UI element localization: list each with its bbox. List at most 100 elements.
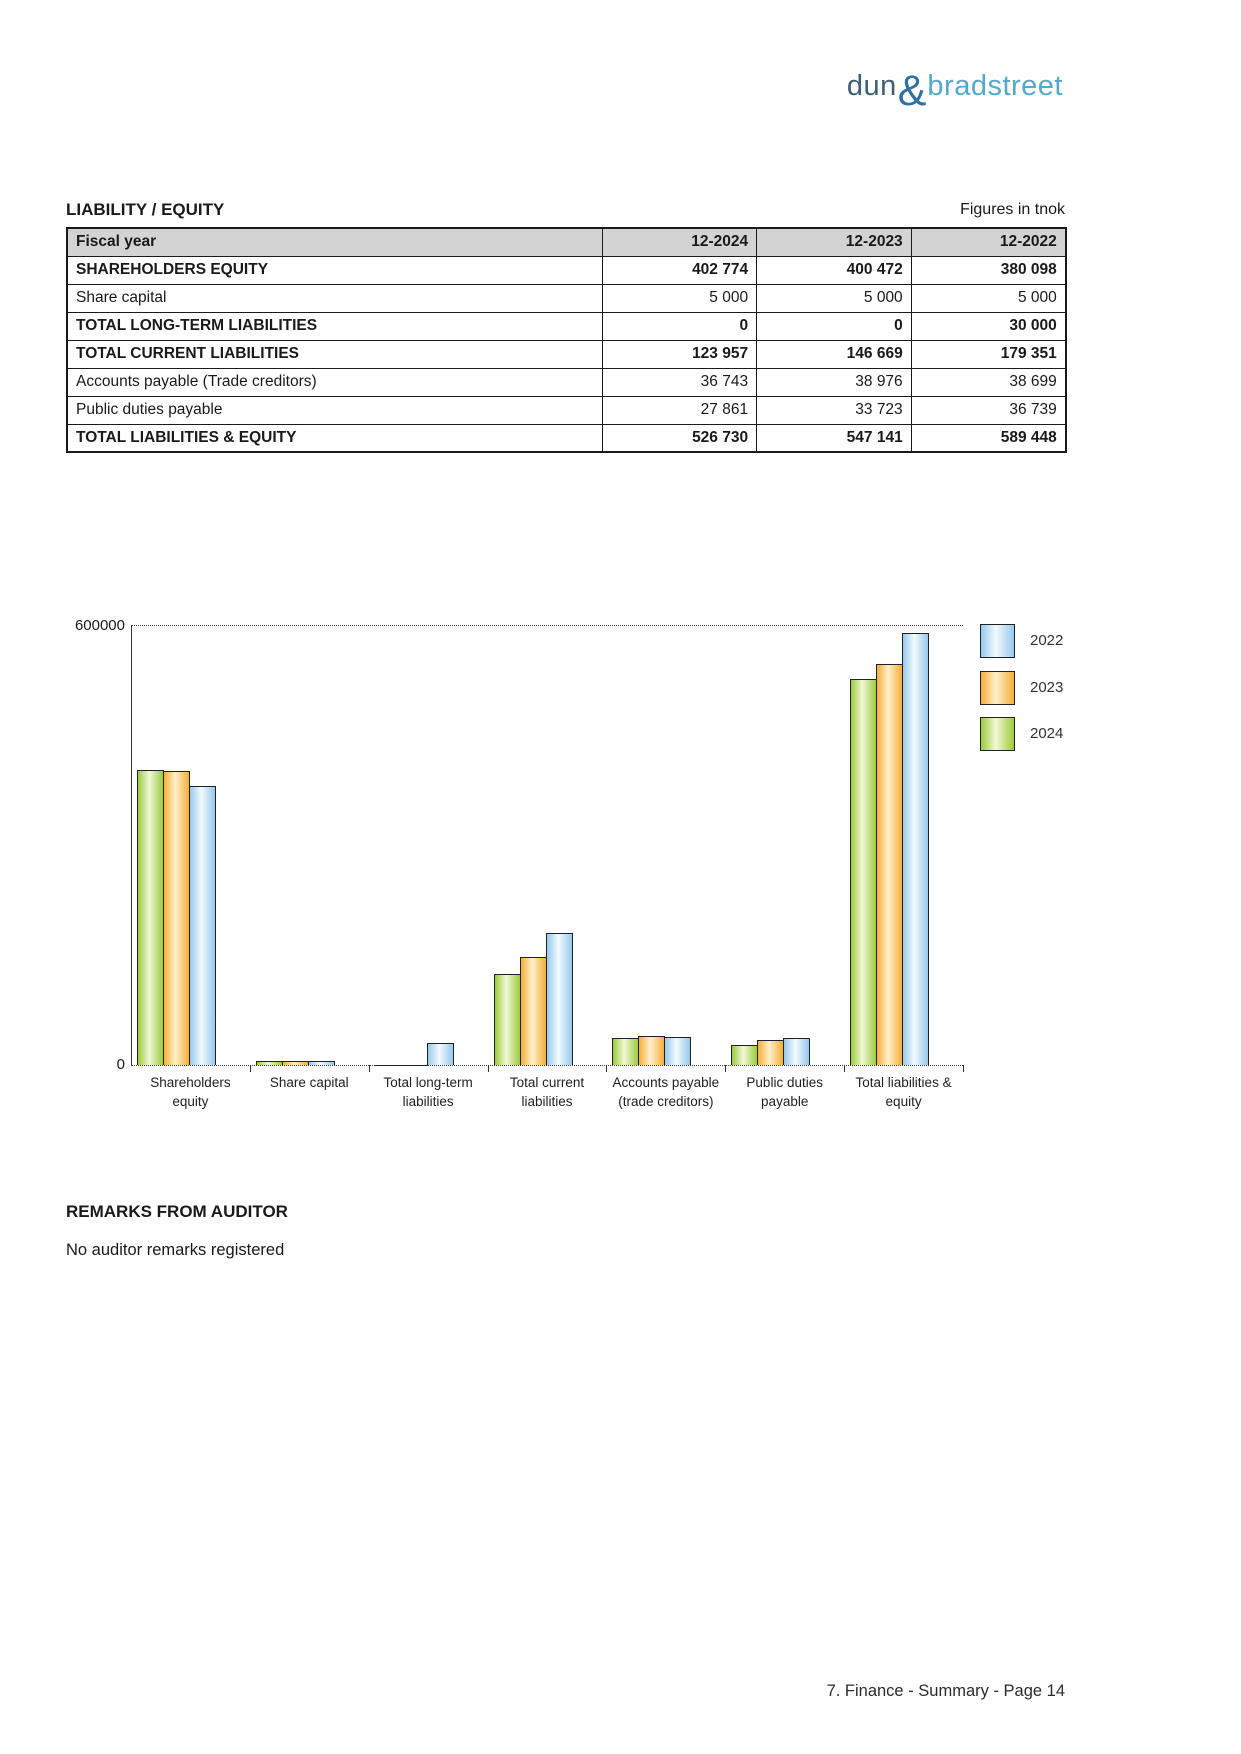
row-label: TOTAL LONG-TERM LIABILITIES — [66, 311, 603, 341]
category-label: Total liabilities & equity — [829, 1073, 979, 1111]
finance-table-body: SHAREHOLDERS EQUITY 402 774 400 472 380 098… — [66, 255, 1067, 453]
table-header-year: 12-2022 — [910, 227, 1067, 257]
row-value: 400 472 — [756, 255, 912, 285]
category-label: Accounts payable (trade creditors) — [591, 1073, 741, 1111]
bar-2023 — [757, 1040, 785, 1065]
row-value: 27 861 — [601, 395, 758, 425]
bar-2024 — [493, 974, 521, 1065]
row-value: 5 000 — [910, 283, 1067, 313]
x-axis-tick — [963, 1065, 964, 1072]
legend-swatch-2022 — [980, 624, 1015, 658]
category-label: Total current liabilities — [472, 1073, 622, 1111]
row-label: Public duties payable — [66, 395, 603, 425]
category-label-line: Total liabilities & — [855, 1075, 952, 1090]
bar-2023 — [638, 1036, 666, 1065]
row-value: 402 774 — [601, 255, 758, 285]
bar-2022 — [545, 933, 573, 1065]
category-label: Shareholders equity — [115, 1073, 265, 1111]
unit-note: Figures in tnok — [960, 201, 1065, 218]
table-row: TOTAL CURRENT LIABILITIES 123 957 146 669 1… — [66, 339, 1067, 369]
table-header-row: Fiscal year 12-2024 12-2023 12-2022 — [66, 227, 1067, 257]
gridline-600000 — [131, 625, 963, 626]
x-axis-tick — [487, 1065, 489, 1072]
bar-2022 — [426, 1043, 454, 1065]
row-value: 526 730 — [601, 423, 758, 453]
remarks-title: REMARKS FROM AUDITOR — [66, 1202, 288, 1221]
row-value: 5 000 — [756, 283, 912, 313]
category-label: Public duties payable — [710, 1073, 860, 1111]
category-label: Total long-term liabilities — [353, 1073, 503, 1111]
section-title: LIABILITY / EQUITY — [66, 200, 225, 219]
row-value: 0 — [756, 311, 912, 341]
row-value: 33 723 — [756, 395, 912, 425]
table-row: Share capital 5 000 5 000 5 000 — [66, 283, 1067, 313]
y-axis — [131, 625, 132, 1065]
logo-word-dun: dun — [846, 70, 897, 103]
legend-swatch-2024 — [980, 717, 1015, 751]
x-axis-tick — [844, 1065, 846, 1072]
bar-2024 — [137, 769, 164, 1065]
bar-2024 — [850, 678, 878, 1065]
row-value: 123 957 — [601, 339, 758, 369]
row-value: 38 976 — [756, 367, 912, 397]
category-label-line: Shareholders — [150, 1075, 231, 1090]
row-value: 30 000 — [910, 311, 1067, 341]
y-tick-label-max: 600000 — [74, 617, 125, 634]
category-label-line: liabilities — [521, 1094, 573, 1109]
row-value: 36 743 — [601, 367, 758, 397]
x-axis-tick — [606, 1065, 608, 1072]
row-label: Share capital — [66, 283, 603, 313]
y-tick-label-zero: 0 — [116, 1056, 125, 1073]
logo-word-bradstreet: bradstreet — [927, 70, 1063, 103]
logo-ampersand-icon: & — [897, 67, 927, 115]
bar-2022 — [664, 1036, 692, 1065]
bar-2023 — [400, 1065, 428, 1066]
row-value: 5 000 — [601, 283, 758, 313]
table-row: SHAREHOLDERS EQUITY 402 774 400 472 380 098 — [66, 255, 1067, 285]
row-label: Accounts payable (Trade creditors) — [66, 367, 603, 397]
row-label: TOTAL CURRENT LIABILITIES — [66, 339, 603, 369]
row-value: 36 739 — [910, 395, 1067, 425]
bar-2023 — [519, 957, 547, 1065]
x-axis-tick — [368, 1065, 370, 1072]
category-label-line: liabilities — [402, 1094, 454, 1109]
category-label-line: Public duties — [746, 1075, 823, 1090]
row-value: 0 — [601, 311, 758, 341]
finance-table-head: Fiscal year 12-2024 12-2023 12-2022 — [66, 227, 1067, 257]
remarks-body: No auditor remarks registered — [66, 1241, 285, 1259]
row-value: 146 669 — [756, 339, 912, 369]
row-value: 589 448 — [910, 423, 1067, 453]
bar-2024 — [731, 1044, 759, 1065]
row-label: TOTAL LIABILITIES & EQUITY — [66, 423, 603, 453]
category-label-line: Total current — [509, 1075, 585, 1090]
finance-table: Fiscal year 12-2024 12-2023 12-2022 SHAREHO… — [66, 227, 1067, 453]
row-value: 547 141 — [756, 423, 912, 453]
bar-2022 — [783, 1038, 811, 1065]
table-header-label: Fiscal year — [66, 227, 603, 257]
table-row: Public duties payable 27 861 33 723 36 739 — [66, 395, 1067, 425]
category-label-line: Total long-term — [383, 1075, 473, 1090]
bar-2024 — [374, 1065, 402, 1066]
page-footer: 7. Finance - Summary - Page 14 — [826, 1682, 1065, 1700]
bar-2022 — [307, 1061, 335, 1065]
bar-2022 — [902, 632, 930, 1065]
category-label-line: Share capital — [269, 1075, 349, 1090]
category-label-line: equity — [885, 1094, 922, 1109]
x-axis — [131, 1065, 963, 1066]
bar-2022 — [189, 786, 216, 1065]
category-label: Share capital — [234, 1073, 384, 1092]
dun-bradstreet-logo: dun & bradstreet — [823, 69, 1063, 112]
category-label-line: payable — [761, 1094, 809, 1109]
bar-2023 — [163, 771, 190, 1065]
bar-2023 — [876, 663, 904, 1065]
category-label-line: (trade creditors) — [618, 1094, 714, 1109]
table-header-year: 12-2023 — [756, 227, 912, 257]
legend-swatch-2023 — [980, 670, 1015, 705]
bar-2024 — [255, 1061, 283, 1065]
legend-label-2023: 2023 — [1030, 678, 1064, 696]
table-row: TOTAL LONG-TERM LIABILITIES 0 0 30 000 — [66, 311, 1067, 341]
row-value: 380 098 — [910, 255, 1067, 285]
legend-label-2022: 2022 — [1030, 632, 1064, 649]
bar-2024 — [612, 1038, 640, 1065]
